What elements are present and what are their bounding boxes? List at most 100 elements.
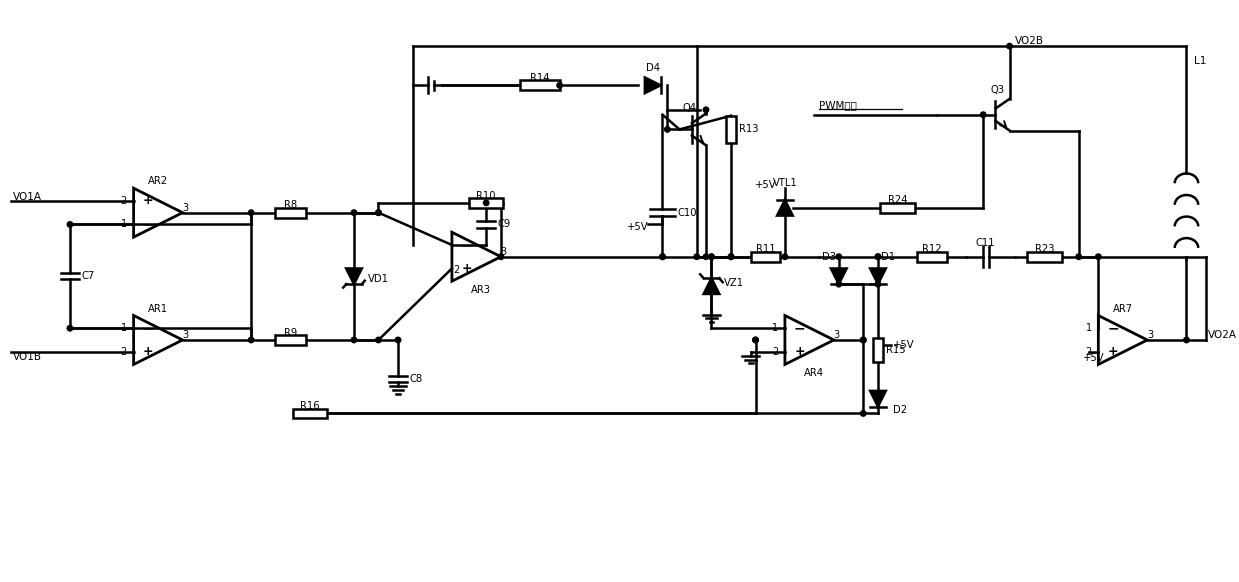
Circle shape: [875, 254, 881, 260]
Circle shape: [67, 325, 73, 331]
Text: R13: R13: [738, 125, 758, 134]
Text: D4: D4: [646, 63, 659, 73]
Text: 2: 2: [772, 347, 778, 357]
Text: 3: 3: [501, 247, 507, 257]
Text: +5V: +5V: [1083, 353, 1104, 363]
Text: VO1B: VO1B: [14, 352, 42, 361]
Bar: [520, 80, 560, 90]
Polygon shape: [870, 391, 886, 407]
Circle shape: [1075, 254, 1082, 260]
Text: +5V: +5V: [892, 340, 914, 350]
Circle shape: [248, 337, 254, 343]
Text: R10: R10: [477, 190, 496, 201]
Text: R16: R16: [300, 401, 320, 411]
Circle shape: [67, 222, 73, 227]
Text: Q4: Q4: [683, 103, 696, 113]
Text: +5V: +5V: [755, 180, 776, 190]
Text: R14: R14: [530, 73, 550, 83]
Text: D2: D2: [892, 406, 907, 416]
Circle shape: [351, 337, 357, 343]
Text: 3: 3: [834, 330, 840, 340]
Circle shape: [875, 254, 881, 260]
Text: D1: D1: [881, 252, 895, 262]
Bar: [751, 252, 781, 262]
Circle shape: [375, 210, 382, 215]
Circle shape: [836, 254, 841, 260]
Text: 2: 2: [453, 265, 460, 275]
Text: +: +: [794, 345, 805, 359]
Text: 1: 1: [120, 323, 126, 333]
Text: −: −: [142, 218, 154, 232]
Text: PWM信号: PWM信号: [819, 100, 857, 110]
Polygon shape: [644, 77, 660, 93]
Circle shape: [659, 254, 665, 260]
Polygon shape: [777, 200, 793, 215]
Text: 3: 3: [1147, 330, 1154, 340]
Circle shape: [753, 337, 758, 343]
Text: R12: R12: [922, 244, 942, 254]
Text: R15: R15: [886, 345, 906, 355]
Text: +: +: [461, 262, 472, 275]
Circle shape: [704, 254, 709, 260]
Bar: [726, 116, 736, 143]
Circle shape: [664, 127, 670, 132]
Text: AR2: AR2: [147, 176, 169, 186]
Text: C11: C11: [976, 238, 995, 248]
Text: +: +: [142, 345, 154, 359]
Circle shape: [498, 254, 503, 260]
Circle shape: [861, 411, 866, 416]
Text: C10: C10: [678, 208, 698, 218]
Text: C7: C7: [82, 271, 95, 281]
Text: R11: R11: [756, 244, 776, 254]
Bar: [292, 409, 327, 418]
Circle shape: [659, 254, 665, 260]
Text: R9: R9: [284, 328, 297, 338]
Text: C8: C8: [410, 374, 422, 384]
Bar: [873, 338, 883, 362]
Text: VO2A: VO2A: [1208, 330, 1237, 340]
Text: R8: R8: [284, 200, 297, 210]
Circle shape: [1007, 44, 1012, 49]
Text: −: −: [794, 321, 805, 335]
Text: +: +: [142, 194, 154, 207]
Text: VTL1: VTL1: [773, 178, 797, 188]
Text: Q3: Q3: [991, 85, 1005, 95]
Text: 1: 1: [120, 219, 126, 229]
Text: −: −: [142, 321, 154, 335]
Text: 2: 2: [1085, 347, 1092, 357]
Circle shape: [729, 254, 733, 260]
Bar: [1027, 252, 1062, 262]
Text: VO2B: VO2B: [1015, 36, 1044, 46]
Text: R24: R24: [888, 196, 907, 205]
Circle shape: [248, 210, 254, 215]
Circle shape: [483, 200, 489, 205]
Circle shape: [556, 83, 563, 88]
Text: 1: 1: [1085, 323, 1092, 333]
Text: 2: 2: [120, 196, 126, 206]
Circle shape: [782, 254, 788, 260]
Polygon shape: [870, 268, 886, 284]
Text: AR1: AR1: [147, 304, 169, 314]
Circle shape: [694, 254, 700, 260]
Text: C9: C9: [498, 219, 512, 229]
Text: VD1: VD1: [368, 274, 389, 284]
Circle shape: [375, 210, 382, 215]
Circle shape: [836, 282, 841, 287]
Circle shape: [351, 210, 357, 215]
Bar: [275, 335, 306, 345]
Circle shape: [875, 282, 881, 287]
Text: R23: R23: [1035, 244, 1054, 254]
Bar: [470, 198, 503, 208]
Polygon shape: [704, 278, 720, 294]
Circle shape: [709, 254, 714, 260]
Bar: [881, 203, 914, 212]
Text: +: +: [1108, 345, 1119, 359]
Text: 1: 1: [772, 323, 778, 333]
Bar: [275, 208, 306, 218]
Text: AR4: AR4: [804, 368, 824, 378]
Text: AR7: AR7: [1113, 304, 1132, 314]
Text: AR3: AR3: [471, 285, 492, 295]
Circle shape: [861, 337, 866, 343]
Text: 2: 2: [120, 347, 126, 357]
Text: +5V: +5V: [627, 222, 649, 232]
